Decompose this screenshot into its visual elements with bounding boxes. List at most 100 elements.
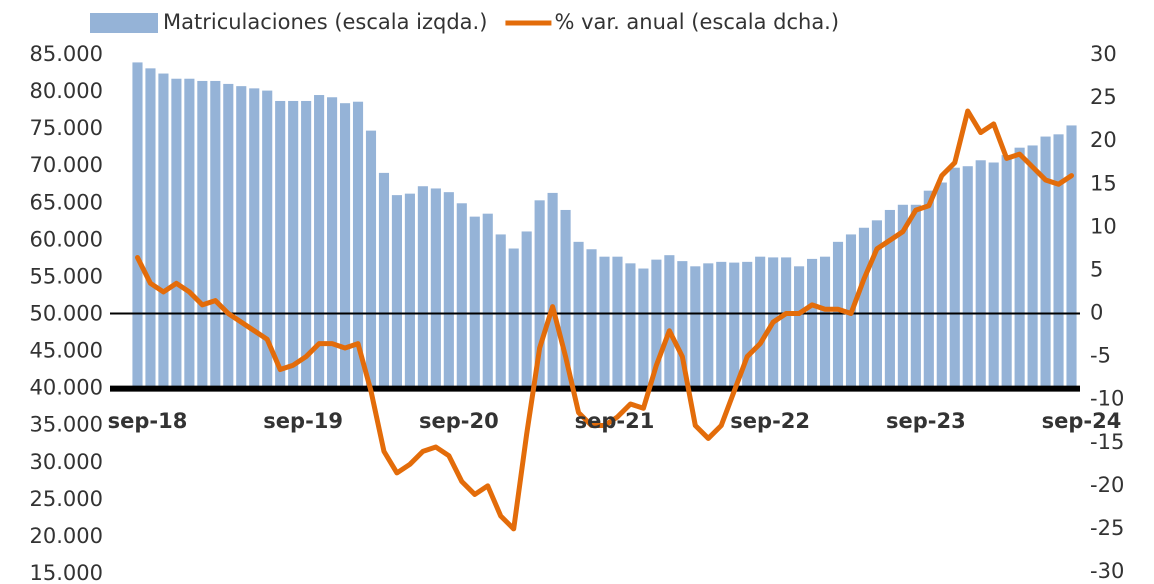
x-tick-label: sep-21 — [575, 409, 655, 433]
bar — [975, 160, 986, 389]
y-tick-label: 75.000 — [30, 116, 103, 140]
bar — [742, 261, 753, 389]
bar — [625, 263, 636, 389]
y2-tick-label: -25 — [1090, 516, 1124, 540]
bar — [482, 213, 493, 389]
y-tick-label: 55.000 — [30, 264, 103, 288]
y-tick-label: 20.000 — [30, 524, 103, 548]
bar — [832, 241, 844, 389]
bar — [897, 204, 908, 389]
bar — [871, 220, 882, 389]
y-tick-label: 85.000 — [30, 42, 103, 66]
bar — [1040, 136, 1051, 389]
legend-label: Matriculaciones (escala izqda.) — [163, 10, 487, 34]
bar — [327, 97, 338, 389]
bar — [716, 261, 727, 389]
y-tick-label: 60.000 — [30, 227, 103, 251]
bar — [456, 203, 467, 389]
bar — [1014, 147, 1025, 389]
x-tick-label: sep-20 — [419, 409, 499, 433]
bar — [936, 182, 947, 389]
x-tick-label: sep-24 — [1042, 409, 1122, 433]
bar — [807, 258, 818, 389]
bar — [988, 162, 999, 389]
y2-tick-label: -15 — [1090, 430, 1124, 454]
y-tick-label: 50.000 — [30, 302, 103, 326]
bar — [508, 248, 519, 389]
y-tick-label: 80.000 — [30, 79, 103, 103]
y2-tick-label: -10 — [1090, 387, 1124, 411]
bar — [703, 263, 714, 389]
bar — [664, 255, 675, 389]
bar — [391, 195, 402, 389]
bar — [262, 90, 273, 389]
bar — [1053, 134, 1064, 389]
bar — [249, 88, 260, 389]
x-tick-label: sep-23 — [886, 409, 966, 433]
bar — [443, 192, 454, 389]
bar — [638, 268, 649, 389]
y2-tick-label: 25 — [1090, 85, 1117, 109]
bar — [612, 256, 623, 389]
bar — [819, 256, 831, 389]
y-tick-label: 35.000 — [30, 413, 103, 437]
bar — [223, 83, 234, 389]
bar — [430, 188, 441, 389]
y-tick-label: 30.000 — [30, 450, 103, 474]
bar — [145, 68, 156, 389]
bar — [923, 190, 934, 389]
y2-tick-label: 20 — [1090, 128, 1117, 152]
bar — [288, 100, 299, 389]
bar — [599, 256, 610, 389]
bar — [547, 192, 558, 389]
y-tick-label: 25.000 — [30, 487, 103, 511]
bar — [365, 130, 377, 389]
x-tick-label: sep-19 — [263, 409, 343, 433]
bar — [184, 78, 195, 389]
bar — [469, 216, 480, 389]
bar — [949, 167, 960, 389]
bar — [1001, 155, 1012, 389]
bar — [210, 80, 221, 389]
bar — [275, 100, 286, 389]
y-tick-label: 15.000 — [30, 561, 103, 584]
y2-tick-label: 5 — [1090, 257, 1103, 281]
bar — [910, 204, 921, 389]
bar — [560, 209, 571, 389]
y2-tick-label: -30 — [1090, 559, 1124, 583]
bar — [495, 234, 506, 389]
legend-label: % var. anual (escala dcha.) — [554, 10, 839, 34]
y2-tick-label: 30 — [1090, 42, 1117, 66]
line — [134, 108, 1075, 532]
y2-tick-label: -5 — [1090, 344, 1111, 368]
bar — [197, 80, 208, 389]
legend-swatch — [90, 13, 158, 33]
y-tick-label: 65.000 — [30, 190, 103, 214]
bar — [1027, 145, 1038, 389]
bar — [339, 103, 351, 389]
bar — [314, 95, 325, 389]
bar — [755, 256, 766, 389]
x-tick-label: sep-18 — [108, 409, 188, 433]
bar — [690, 266, 701, 389]
bar — [858, 227, 870, 389]
bar — [781, 257, 792, 389]
x-tick-label: sep-22 — [730, 409, 810, 433]
bar — [586, 249, 597, 389]
bar — [962, 166, 973, 389]
bar — [884, 209, 895, 389]
bar — [534, 200, 545, 389]
bar — [794, 266, 805, 389]
bar — [171, 78, 182, 389]
bar — [378, 172, 390, 389]
bar — [677, 261, 688, 389]
bar — [132, 62, 143, 389]
bar — [573, 241, 584, 389]
bar — [521, 231, 532, 389]
bar — [301, 100, 312, 389]
y2-tick-label: -20 — [1090, 473, 1124, 497]
bar — [236, 86, 247, 389]
bar — [158, 73, 169, 389]
y2-tick-label: 15 — [1090, 171, 1117, 195]
